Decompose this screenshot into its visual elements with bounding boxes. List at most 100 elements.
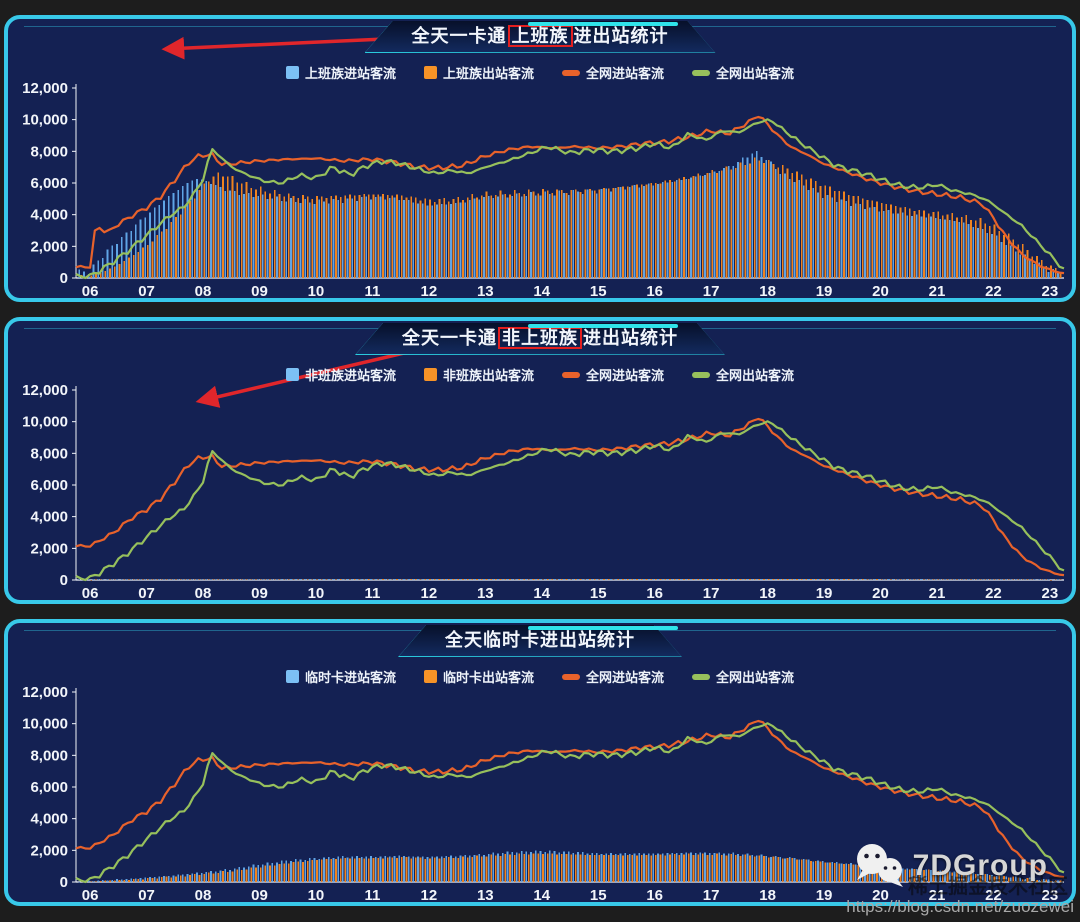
x-axis-label: 15 [590,283,607,298]
y-axis-label: 4,000 [30,811,68,828]
x-axis-label: 06 [82,585,99,600]
title-highlight-box: 上班族 [508,25,573,47]
banner-accent-bar [528,22,678,26]
line-marker-net-out [692,70,710,76]
panel-2: 全天一卡通非上班族进出站统计 非班族进站客流 非班族出站客流 全网进站客流 全网出站客… [4,317,1076,604]
panel-title-post: 进出站统计 [574,26,669,46]
legend-item-tempcard-in[interactable]: 临时卡进站客流 [286,667,396,686]
line-net-out [76,723,1064,882]
x-axis-label: 21 [929,585,946,600]
x-axis-label: 16 [646,887,663,902]
x-axis-label: 22 [985,585,1002,600]
legend-item-net-out[interactable]: 全网出站客流 [692,63,794,82]
x-axis-label: 16 [646,585,663,600]
panel-title-pre: 全天临时卡进出站统计 [445,630,635,650]
legend-item-net-in[interactable]: 全网进站客流 [562,63,664,82]
legend-label: 临时卡进站客流 [305,667,396,686]
bars-commuter-in [79,151,1059,278]
x-axis-label: 21 [929,283,946,298]
legend-item-net-in[interactable]: 全网进站客流 [562,667,664,686]
legend-item-commuter-out[interactable]: 上班族出站客流 [424,63,534,82]
legend-item-net-out[interactable]: 全网出站客流 [692,667,794,686]
y-axis-label: 12,000 [22,80,68,97]
x-axis-label: 12 [421,585,438,600]
x-axis-label: 22 [985,887,1002,902]
legend-item-commuter-in[interactable]: 上班族进站客流 [286,63,396,82]
x-axis-label: 11 [364,887,380,902]
y-axis-label: 2,000 [30,540,68,557]
panel-title-pre: 全天一卡通 [402,328,497,348]
x-axis-label: 23 [1042,283,1059,298]
x-axis-label: 17 [703,585,720,600]
y-axis-label: 6,000 [30,779,68,796]
y-axis-label: 10,000 [22,414,68,431]
x-axis-label: 16 [646,283,663,298]
x-axis-label: 18 [759,887,776,902]
legend: 非班族进站客流 非班族出站客流 全网进站客流 全网出站客流 [8,365,1072,384]
x-axis-label: 10 [308,585,325,600]
line-marker-net-in [562,70,580,76]
banner-accent-bar [528,626,678,630]
legend-label: 非班族出站客流 [443,365,534,384]
y-axis-label: 8,000 [30,445,68,462]
legend-item-net-out[interactable]: 全网出站客流 [692,365,794,384]
legend-label: 全网进站客流 [586,63,664,82]
legend-item-noncommuter-out[interactable]: 非班族出站客流 [424,365,534,384]
legend-label: 全网出站客流 [716,365,794,384]
y-axis-label: 2,000 [30,238,68,255]
x-axis-label: 09 [251,283,268,298]
x-axis-label: 13 [477,887,494,902]
y-axis-label: 10,000 [22,112,68,129]
legend-label: 全网出站客流 [716,667,794,686]
square-marker-commuter-out [424,66,437,79]
line-net-out [76,119,1064,278]
legend-item-noncommuter-in[interactable]: 非班族进站客流 [286,365,396,384]
panel-title-pre: 全天一卡通 [412,26,507,46]
x-axis-label: 20 [872,585,889,600]
x-axis-label: 21 [929,887,946,902]
legend-label: 全网出站客流 [716,63,794,82]
y-axis-label: 4,000 [30,509,68,526]
x-axis-label: 08 [195,887,212,902]
legend-label: 全网进站客流 [586,667,664,686]
x-axis-label: 14 [533,283,550,298]
x-axis-label: 07 [138,887,155,902]
y-axis-label: 10,000 [22,716,68,733]
square-marker-noncommuter-in [286,368,299,381]
y-axis-label: 4,000 [30,207,68,224]
title-highlight-box: 非上班族 [498,327,582,349]
x-axis-label: 18 [759,283,776,298]
banner-accent-bar [528,324,678,328]
x-axis-label: 19 [816,283,833,298]
x-axis-label: 08 [195,283,212,298]
y-axis-label: 12,000 [22,382,68,399]
y-axis-label: 12,000 [22,684,68,701]
x-axis-label: 23 [1042,585,1059,600]
square-marker-noncommuter-out [424,368,437,381]
legend-item-tempcard-out[interactable]: 临时卡出站客流 [424,667,534,686]
x-axis-label: 09 [251,887,268,902]
x-axis-label: 12 [421,887,438,902]
x-axis-label: 20 [872,887,889,902]
y-axis-label: 8,000 [30,143,68,160]
line-marker-net-out [692,674,710,680]
legend-label: 全网进站客流 [586,365,664,384]
x-axis-label: 07 [138,283,155,298]
x-axis-label: 14 [533,887,550,902]
x-axis-label: 07 [138,585,155,600]
panel-title-post: 进出站统计 [583,328,678,348]
line-net-out [76,421,1064,580]
x-axis-label: 10 [308,283,325,298]
x-axis-label: 09 [251,585,268,600]
x-axis-label: 06 [82,283,99,298]
legend-item-net-in[interactable]: 全网进站客流 [562,365,664,384]
bars-commuter-out [81,158,1061,278]
line-net-in [76,117,1064,273]
legend: 临时卡进站客流 临时卡出站客流 全网进站客流 全网出站客流 [8,667,1072,686]
x-axis-label: 11 [364,585,380,600]
